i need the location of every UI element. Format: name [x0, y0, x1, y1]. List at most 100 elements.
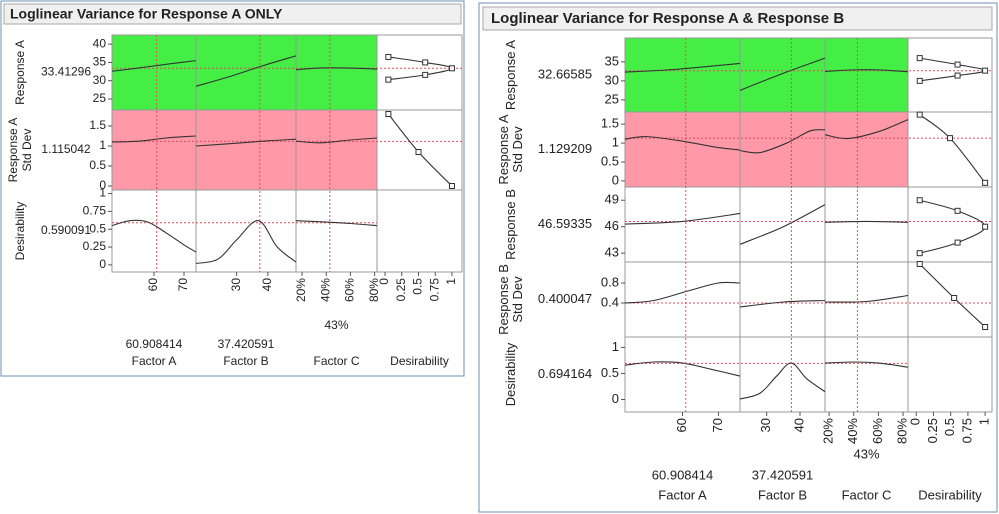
y-tick-label: 25 — [93, 91, 107, 105]
panel-title-bar[interactable] — [482, 6, 993, 31]
prediction-trace — [624, 361, 741, 377]
response-label: Response A Std Dev — [6, 117, 34, 183]
x-tick-label: 70 — [710, 418, 725, 432]
x-tick-label: 60 — [146, 278, 160, 292]
prediction-trace — [624, 136, 741, 151]
desirability-handle — [916, 250, 923, 257]
response-band — [624, 336, 909, 413]
prediction-trace — [824, 294, 909, 303]
x-tick-label: 60 — [674, 418, 689, 432]
desirability-axis-label: Desirability — [390, 354, 449, 368]
y-tick-label: 0.25 — [83, 239, 107, 253]
response-label: Response A Std Dev — [496, 114, 525, 185]
y-tick-label: 35 — [605, 53, 619, 68]
y-tick-label: 1.5 — [89, 118, 106, 132]
x-tick-label: 30 — [758, 418, 773, 432]
x-tick-label: 60% — [870, 418, 885, 444]
desirability-axis-label: Desirability — [918, 487, 982, 502]
y-tick-label: 30 — [93, 73, 107, 87]
y-tick-label: 0.75 — [83, 204, 107, 218]
x-tick-label: 0.25 — [925, 418, 940, 443]
desirability-handle — [385, 76, 392, 83]
panel-title: Loglinear Variance for Response A ONLY — [10, 6, 283, 22]
x-tick-label: 0.5 — [411, 278, 425, 295]
x-tick-label: 0 — [377, 278, 391, 285]
y-tick-label: 40 — [93, 36, 107, 50]
desirability-handle — [415, 149, 422, 155]
response-label: Desirability — [503, 342, 518, 407]
x-tick-label: 20% — [294, 278, 308, 302]
response-band — [624, 261, 909, 338]
desirability-handle — [982, 67, 989, 74]
desirability-handle — [916, 77, 923, 84]
desirability-handle — [954, 72, 961, 79]
response-value: 33.41296 — [41, 65, 91, 79]
factor-current-value: 37.420591 — [752, 467, 813, 482]
panel-title-bar[interactable] — [3, 3, 462, 25]
prediction-trace — [824, 69, 909, 73]
prediction-trace — [739, 204, 826, 245]
factor-current-value: 60.908414 — [652, 467, 713, 482]
x-tick-label: 20% — [821, 418, 836, 444]
response-value: 0.694164 — [538, 366, 592, 381]
desirability-handle — [916, 55, 923, 62]
x-tick-label: 1 — [977, 418, 992, 425]
desirability-cell — [907, 37, 993, 113]
x-tick-label: 40 — [260, 278, 274, 292]
prediction-trace — [111, 135, 197, 143]
x-tick-label: 0.75 — [427, 278, 441, 302]
desirability-handle — [982, 223, 989, 230]
y-tick-label: 1 — [99, 138, 106, 152]
factor-name: Factor B — [758, 487, 807, 502]
response-label: Response B — [503, 189, 518, 260]
prediction-trace — [624, 281, 741, 304]
factor-name: Factor A — [658, 487, 707, 502]
x-tick-label: 40 — [791, 418, 806, 432]
desirability-handle — [448, 65, 455, 72]
x-tick-label: 30 — [229, 278, 243, 292]
x-tick-label: 40% — [845, 418, 860, 444]
y-tick-label: 0.5 — [89, 158, 106, 172]
desirability-cell — [907, 336, 993, 413]
response-band — [111, 34, 378, 111]
response-label: Desirability — [13, 201, 27, 261]
desirability-handle — [954, 239, 961, 246]
y-tick-label: 0.5 — [601, 365, 619, 380]
factor-current-value: 43% — [853, 446, 879, 461]
prediction-trace — [739, 299, 826, 308]
y-tick-label: 43 — [605, 245, 619, 260]
factor-name: Factor B — [223, 354, 268, 368]
x-tick-label: 80% — [895, 418, 910, 444]
desirability-cell — [376, 34, 463, 111]
y-tick-label: 0 — [99, 257, 106, 271]
prediction-trace — [195, 220, 297, 264]
x-tick-label: 70 — [176, 278, 190, 292]
prediction-trace — [739, 129, 826, 154]
prediction-trace — [824, 220, 909, 223]
y-tick-label: 30 — [605, 72, 619, 87]
response-band — [111, 109, 378, 191]
y-tick-label: 49 — [605, 192, 619, 207]
x-tick-label: 0 — [908, 418, 923, 425]
desirability-handle — [916, 197, 923, 204]
desirability-cell — [376, 189, 463, 273]
response-band — [624, 37, 909, 113]
desirability-handle — [448, 183, 455, 189]
response-label: Response A — [503, 39, 518, 111]
x-tick-label: 40% — [318, 278, 332, 302]
desirability-handle — [916, 261, 923, 267]
prediction-trace — [624, 212, 741, 225]
y-tick-label: 0 — [612, 391, 619, 406]
y-tick-label: 0.5 — [89, 221, 106, 235]
panel-title: Loglinear Variance for Response A & Resp… — [491, 10, 844, 27]
prediction-trace — [111, 60, 197, 72]
prediction-trace — [739, 57, 826, 91]
prediction-trace — [295, 137, 378, 144]
desirability-handle — [951, 295, 958, 301]
y-tick-label: 46 — [605, 218, 619, 233]
x-tick-label: 0.5 — [942, 418, 957, 436]
y-tick-label: 0 — [99, 178, 106, 192]
y-tick-label: 1.5 — [601, 116, 619, 131]
desirability-handle — [954, 207, 961, 214]
